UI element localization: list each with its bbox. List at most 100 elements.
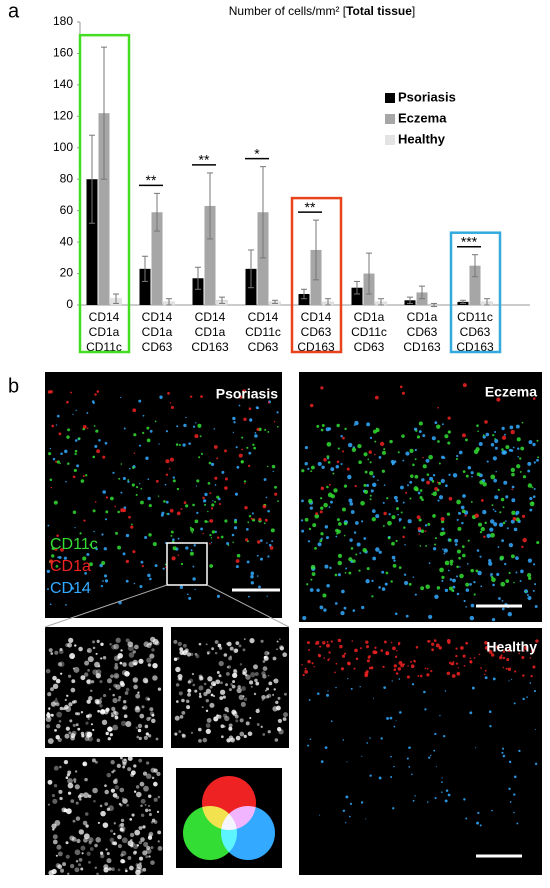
signal <box>302 673 305 677</box>
signal <box>169 508 174 513</box>
signal <box>122 552 126 556</box>
signal <box>308 498 313 504</box>
signal <box>266 542 268 544</box>
signal <box>84 731 91 737</box>
signal <box>413 660 416 663</box>
signal <box>267 730 271 734</box>
signal <box>148 831 154 837</box>
error-bar <box>113 293 119 304</box>
signal <box>58 432 62 436</box>
signal <box>358 460 362 465</box>
signal <box>323 657 326 659</box>
signal <box>62 862 67 867</box>
signal <box>369 436 373 440</box>
signal <box>149 429 153 433</box>
highlight-box <box>78 33 131 354</box>
panel-label: a <box>8 0 20 22</box>
signal <box>172 479 176 483</box>
signal <box>86 411 89 414</box>
signal <box>220 735 224 739</box>
signal <box>444 690 447 692</box>
signal <box>210 507 214 510</box>
signal <box>232 431 235 434</box>
signal <box>423 690 426 694</box>
signal <box>522 697 525 701</box>
signal <box>409 474 414 478</box>
signal <box>149 577 152 581</box>
signal <box>361 755 363 757</box>
signal <box>126 804 129 807</box>
signal <box>115 531 119 535</box>
signal <box>84 736 90 742</box>
signal <box>114 785 120 790</box>
signal <box>139 781 145 787</box>
signal <box>372 482 377 488</box>
signal <box>142 771 148 776</box>
signal <box>50 687 54 692</box>
signal <box>75 409 77 412</box>
signal <box>469 615 475 621</box>
x-tick-label: CD11c <box>457 310 493 324</box>
signal <box>327 492 333 498</box>
signal <box>335 535 338 538</box>
signal <box>397 641 401 645</box>
signal <box>118 477 121 480</box>
x-tick-label: CD63 <box>142 340 173 354</box>
signal <box>515 556 519 560</box>
signal <box>309 506 313 510</box>
signal <box>238 404 241 407</box>
signal <box>209 533 212 537</box>
signal <box>424 524 428 527</box>
signal <box>47 738 54 745</box>
signal <box>441 791 443 793</box>
signal <box>310 470 313 473</box>
signal <box>273 421 276 423</box>
signal <box>209 702 215 708</box>
signal <box>470 603 475 608</box>
signal <box>236 465 240 469</box>
signal <box>170 530 174 534</box>
signal <box>143 841 149 847</box>
signal <box>95 673 101 679</box>
signal <box>216 536 220 539</box>
signal <box>529 657 532 659</box>
signal <box>186 705 191 710</box>
signal <box>490 474 496 480</box>
signal <box>74 452 77 456</box>
signal <box>527 558 532 563</box>
signal <box>464 514 467 517</box>
signal <box>324 564 329 569</box>
signal <box>515 517 520 522</box>
signal <box>198 456 201 459</box>
x-tick-label: CD1a <box>407 310 438 324</box>
signal <box>104 579 109 583</box>
signal <box>67 782 74 789</box>
signal <box>145 848 152 854</box>
signal <box>131 841 135 846</box>
signal <box>369 461 372 464</box>
signal <box>393 460 397 463</box>
signal <box>112 724 119 731</box>
signal <box>352 609 356 612</box>
signal <box>252 518 255 520</box>
signal <box>121 829 125 833</box>
signal <box>153 797 158 802</box>
signal <box>276 727 282 732</box>
signal <box>377 479 379 481</box>
error-bar <box>419 285 425 300</box>
signal <box>109 733 113 737</box>
signal <box>117 510 120 514</box>
signal <box>100 657 103 660</box>
signal <box>469 711 473 715</box>
signal <box>534 728 536 730</box>
signal <box>499 511 502 514</box>
signal <box>307 659 311 664</box>
signal <box>227 544 230 547</box>
signal <box>52 828 55 831</box>
signal <box>213 695 216 697</box>
signal <box>357 443 362 449</box>
signal <box>148 642 153 646</box>
signal <box>521 421 524 424</box>
signal <box>144 724 149 729</box>
signal <box>234 520 238 524</box>
